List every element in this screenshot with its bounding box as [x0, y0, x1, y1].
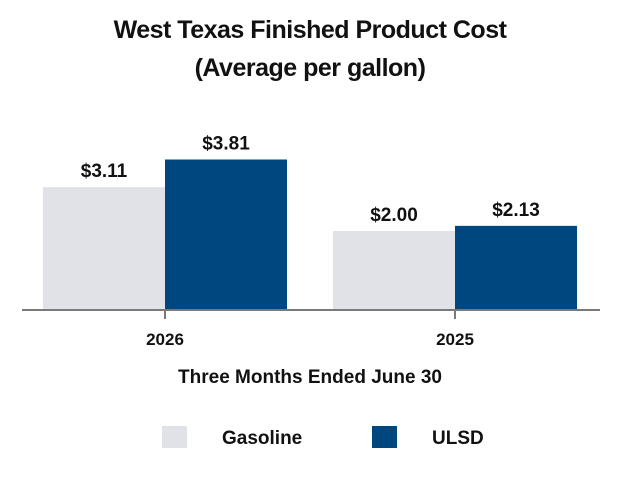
data-label-ulsd-2025: $2.13 — [492, 200, 540, 221]
legend-label-ulsd: ULSD — [432, 428, 484, 449]
x-axis-title: Three Months Ended June 30 — [178, 367, 442, 388]
x-tick-label-2026: 2026 — [146, 330, 184, 349]
x-axis-ticks: 2026 2025 — [146, 310, 474, 349]
legend-swatch-gasoline — [162, 426, 187, 448]
bar-gasoline-2025 — [333, 231, 455, 310]
x-tick-label-2025: 2025 — [436, 330, 474, 349]
bar-gasoline-2026 — [43, 187, 165, 310]
chart-title-line1: West Texas Finished Product Cost — [113, 16, 507, 44]
data-labels: $3.11 $3.81 $2.00 $2.13 — [81, 134, 540, 226]
legend-label-gasoline: Gasoline — [222, 428, 302, 449]
bar-ulsd-2026 — [165, 159, 287, 310]
data-label-gasoline-2025: $2.00 — [370, 205, 418, 226]
data-label-ulsd-2026: $3.81 — [202, 134, 250, 155]
data-label-gasoline-2026: $3.11 — [81, 161, 128, 182]
legend-swatch-ulsd — [372, 426, 397, 448]
bar-ulsd-2025 — [455, 225, 577, 310]
chart-title-line2: (Average per gallon) — [194, 54, 426, 82]
legend: Gasoline ULSD — [162, 426, 484, 449]
bars-group — [43, 159, 577, 310]
